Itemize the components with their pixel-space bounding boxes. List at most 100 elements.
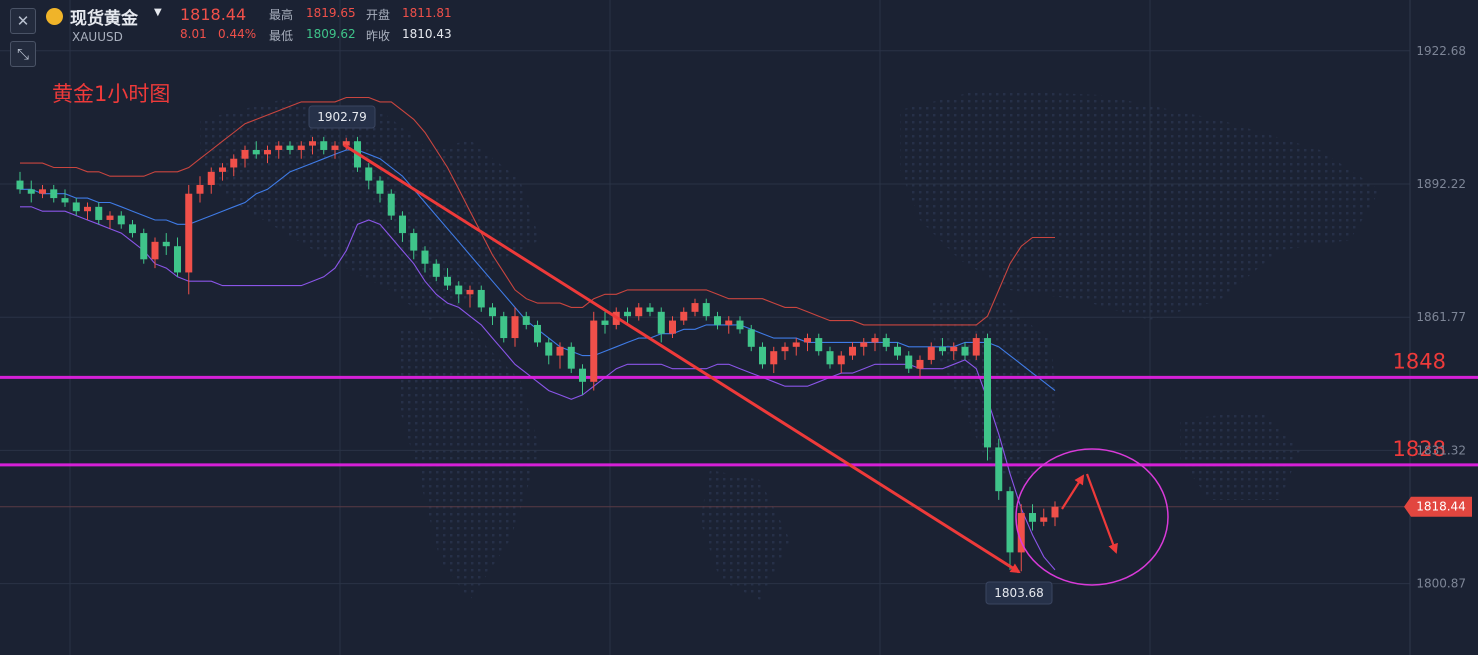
candle	[680, 307, 688, 325]
candle	[927, 342, 935, 365]
candle	[230, 154, 238, 177]
candle	[511, 307, 519, 347]
candle	[860, 338, 868, 356]
candle-body	[1006, 491, 1014, 553]
candle	[387, 189, 395, 220]
chevron-down-icon[interactable]: ▼	[154, 7, 162, 18]
candle-body	[61, 198, 69, 203]
candle-body	[691, 303, 699, 312]
candle	[725, 316, 733, 334]
candle-body	[714, 316, 721, 325]
candle	[196, 176, 204, 203]
candle	[106, 211, 114, 229]
candle-body	[1051, 506, 1059, 518]
candle-body	[601, 320, 609, 325]
candle-body	[230, 158, 238, 168]
candle-body	[984, 338, 991, 448]
lower-band-line	[20, 206, 1056, 571]
high-marker-text: 1902.79	[317, 110, 367, 124]
candle-body	[635, 307, 643, 317]
candle	[601, 311, 609, 334]
open-label: 开盘	[366, 8, 391, 22]
low-label: 最低	[269, 29, 294, 43]
current-price-tag: 1818.44	[1404, 496, 1472, 517]
price-axis: 1922.68 1892.22 1861.77 1831.32 1800.87	[1416, 44, 1466, 591]
candle-body	[871, 338, 879, 343]
gold-coin-icon	[46, 8, 63, 25]
candle-body	[331, 145, 339, 150]
candle	[207, 167, 215, 194]
candle-body	[995, 447, 1003, 492]
candle	[1029, 504, 1036, 531]
candle	[309, 136, 316, 155]
low-marker: 1803.68	[985, 581, 1053, 605]
y-tick-label: 1800.87	[1416, 577, 1466, 591]
candle-body	[309, 141, 316, 146]
candle-body	[511, 316, 519, 339]
instrument-symbol: XAUUSD	[72, 30, 123, 44]
candle-body	[781, 346, 789, 352]
candle	[421, 246, 429, 273]
candle	[567, 342, 575, 374]
candle-body	[297, 145, 305, 150]
candle-body	[466, 289, 474, 295]
candle	[545, 338, 553, 365]
instrument-name[interactable]: 现货黄金	[70, 9, 138, 29]
candle	[691, 298, 699, 317]
candle-body	[939, 346, 946, 352]
prev-close-label: 昨收	[366, 29, 391, 43]
candle-body	[376, 180, 384, 194]
current-price-tag-box	[1404, 496, 1472, 517]
candle	[117, 211, 125, 229]
candle-body	[680, 311, 688, 321]
candle	[781, 342, 789, 360]
candle	[185, 184, 193, 295]
level-label-1848: 1848	[1393, 349, 1446, 373]
candle-body	[444, 276, 451, 286]
chart-grid	[0, 0, 1411, 655]
candle-body	[219, 167, 226, 172]
candle	[624, 307, 631, 325]
candle-body	[590, 320, 598, 382]
open-value: 1811.81	[402, 6, 452, 20]
candle-body	[579, 368, 586, 382]
candle	[556, 342, 564, 369]
candle	[995, 438, 1003, 500]
candle	[522, 311, 530, 330]
candle	[871, 333, 879, 352]
candle	[444, 268, 451, 290]
high-marker: 1902.79	[308, 105, 376, 129]
candle-body	[702, 303, 710, 317]
collapse-button[interactable]: ⤡	[10, 41, 36, 67]
candle-body	[421, 250, 429, 264]
low-marker-box	[985, 581, 1053, 605]
candle-body	[207, 171, 215, 185]
candle	[1017, 504, 1025, 572]
candle	[95, 202, 103, 225]
candle-body	[927, 346, 935, 360]
candle	[500, 311, 508, 343]
candle	[466, 285, 474, 308]
low-value: 1809.62	[306, 27, 356, 41]
price-change: 8.01	[180, 27, 207, 41]
candle-body	[860, 342, 868, 347]
candle-body	[545, 342, 553, 356]
candle-body	[522, 316, 530, 325]
candle	[646, 303, 654, 317]
candle	[916, 355, 924, 378]
candle	[669, 316, 676, 339]
candle-body	[489, 307, 496, 317]
candle-body	[162, 241, 170, 247]
candle-body	[365, 167, 373, 181]
candle-body	[961, 346, 969, 356]
candle	[174, 237, 181, 277]
candle	[702, 298, 710, 321]
candle-body	[815, 338, 823, 352]
price-level-lines: 1848 1828	[0, 349, 1478, 508]
candle	[365, 163, 373, 190]
candle	[129, 219, 136, 238]
candle	[84, 202, 91, 220]
close-button[interactable]: ✕	[10, 8, 36, 34]
candle	[770, 346, 778, 374]
